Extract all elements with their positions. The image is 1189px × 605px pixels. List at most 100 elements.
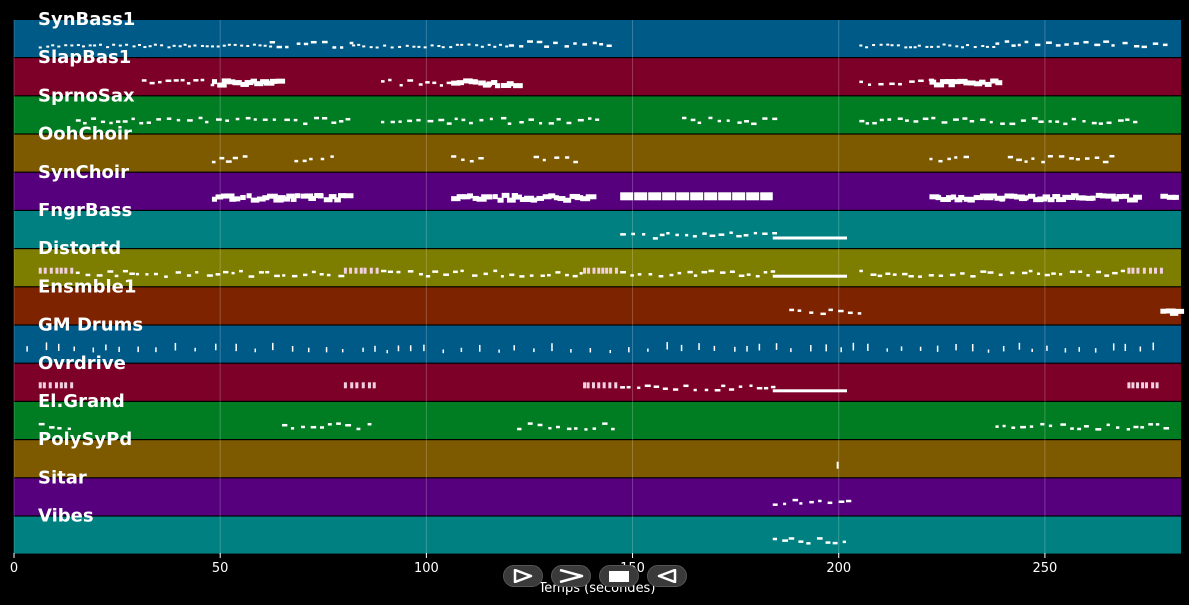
note [609,350,612,354]
note [809,500,814,504]
track-band [14,249,1181,287]
note [359,267,363,274]
note [746,192,760,201]
note [1064,43,1069,46]
note [574,195,584,201]
note [254,81,264,87]
note [296,42,301,45]
note [809,311,814,314]
note [383,44,387,47]
note [290,196,297,202]
note [859,44,863,47]
note [872,44,876,47]
note [57,343,60,351]
note [746,273,751,276]
note [405,44,409,47]
next-icon [559,569,584,583]
stop-icon [609,571,629,582]
note [381,120,385,124]
note-cluster [451,78,523,89]
note [1102,160,1109,164]
note [922,117,929,121]
track-band [14,172,1181,210]
note [338,274,345,278]
note [825,541,831,544]
note [1127,382,1131,389]
note-cluster [508,40,612,48]
note [589,347,592,353]
note [1062,194,1070,200]
previous-button[interactable] [647,565,687,587]
note [1139,346,1142,352]
note-cluster [859,116,1138,126]
note [338,193,346,199]
note [486,194,493,200]
note [971,343,974,352]
note [254,348,257,353]
note [48,382,52,389]
note [472,274,478,277]
note [479,344,481,352]
note [430,44,434,47]
note [149,81,155,85]
note [527,40,533,43]
note [336,422,341,425]
note [466,193,474,199]
note [407,270,414,273]
note-cluster [836,461,839,469]
note-cluster [929,78,1003,88]
note [763,271,768,274]
note [374,345,376,352]
stop-button[interactable] [599,565,639,587]
play-button[interactable] [503,565,543,587]
track-label: Vibes [38,506,94,527]
note [215,273,221,276]
note [929,194,940,200]
note [885,272,891,276]
next-button[interactable] [551,565,591,587]
note [498,43,502,46]
note [701,270,708,274]
note [1007,155,1014,159]
note [513,83,523,89]
note [469,121,473,125]
note [85,273,91,277]
note [751,122,757,126]
note [935,195,942,201]
play-icon [513,569,533,583]
note-cluster [211,155,248,164]
note [944,79,955,85]
note [357,43,361,46]
track-label: OohChoir [38,124,132,145]
note [223,270,229,274]
note [517,427,522,431]
track-band [14,134,1181,172]
note [870,273,877,276]
note [547,273,551,277]
note [109,121,113,125]
note [886,348,889,352]
note [1035,43,1041,47]
note [250,197,260,203]
note [1031,117,1038,120]
note [461,158,465,162]
track-band [14,20,1181,57]
note [529,274,534,277]
note [115,120,121,123]
note [987,349,990,353]
note [524,195,535,201]
note [1155,382,1159,389]
note [250,78,257,84]
note-cluster [141,78,215,87]
note [577,118,584,122]
note [918,79,924,83]
note [825,344,827,352]
note [704,388,709,392]
note [472,79,479,85]
note [76,44,80,47]
note [602,422,608,425]
note [797,309,802,312]
note [107,270,114,273]
track-label: Distortd [38,238,121,259]
note [1172,194,1179,200]
